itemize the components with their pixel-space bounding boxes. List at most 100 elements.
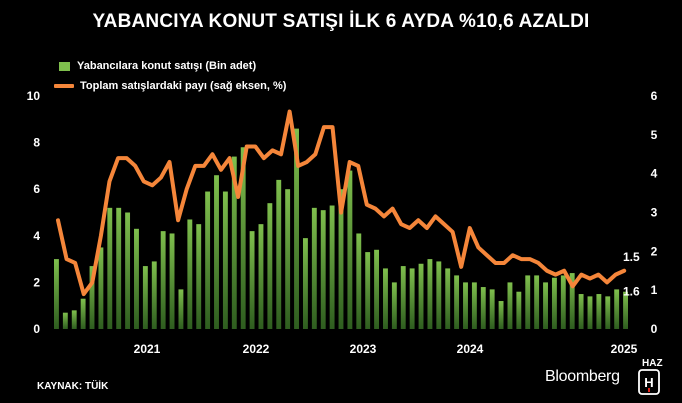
chart-bar (134, 228, 139, 329)
bar-end-value-label: 1.6 (623, 285, 640, 299)
x-axis-tick-label: 2025 (611, 342, 638, 356)
legend-item-bars: Yabancılara konut satışı (Bin adet) (54, 56, 286, 76)
chart-bar (151, 261, 157, 329)
chart-bar (543, 282, 548, 329)
chart-bar (276, 179, 282, 329)
chart-bar (71, 310, 77, 329)
chart-bar (560, 275, 566, 329)
chart-bar (525, 275, 531, 329)
left-axis-tick-label: 4 (33, 229, 40, 243)
chart-bar (89, 266, 95, 329)
legend-item-line: Toplam satışlardaki payı (sağ eksen, %) (54, 76, 286, 96)
right-axis-tick-label: 5 (651, 128, 658, 142)
right-axis-tick-label: 3 (651, 206, 658, 220)
chart-bar (427, 259, 433, 329)
chart-bar (614, 289, 620, 329)
bloomberg-logo: Bloomberg (545, 368, 620, 385)
chart-bar (294, 128, 299, 329)
chart-bar (623, 291, 628, 329)
chart-bar (356, 233, 362, 329)
right-axis-tick-label: 2 (651, 244, 658, 258)
chart-bar (116, 207, 122, 329)
chart-bar (436, 261, 442, 329)
line-end-value-label: 1.5 (623, 250, 640, 264)
chart-bar (338, 189, 344, 329)
chart-bar (240, 147, 246, 329)
chart-bar (347, 170, 353, 329)
chart-bar (409, 268, 415, 329)
chart-line-series (56, 109, 627, 297)
chart-bar (302, 238, 308, 329)
left-axis-tick-label: 8 (33, 136, 40, 150)
chart-bar (231, 156, 237, 329)
legend-line-swatch (54, 84, 74, 88)
chart-bar (196, 224, 202, 329)
chart-bar (445, 268, 451, 329)
chart-bar (222, 191, 228, 329)
chart-bar (605, 296, 611, 329)
chart-bar (498, 301, 504, 329)
right-axis-tick-label: 1 (651, 283, 658, 297)
chart-bar (400, 266, 406, 329)
chart-bar (249, 231, 255, 329)
chart-bar (214, 175, 219, 329)
x-axis-tick-label: 2024 (457, 342, 484, 356)
chart-bar (107, 207, 113, 329)
legend-line-label: Toplam satışlardaki payı (sağ eksen, %) (80, 80, 287, 92)
chart-bar (311, 207, 317, 329)
chart-bar (578, 294, 584, 329)
chart-bar (516, 291, 522, 329)
legend-bar-swatch (59, 61, 70, 71)
right-axis-tick-label: 6 (651, 89, 658, 103)
left-axis-tick-label: 6 (33, 182, 40, 196)
left-axis-tick-label: 10 (27, 89, 41, 103)
chart-bar (187, 219, 193, 329)
chart-bar (383, 268, 388, 329)
legend: Yabancılara konut satışı (Bin adet) Topl… (54, 56, 286, 96)
chart-bar (534, 275, 540, 329)
chart-bar (454, 275, 460, 329)
svg-text:H: H (644, 375, 653, 390)
chart-bar (471, 282, 477, 329)
legend-bars-label: Yabancılara konut satışı (Bin adet) (77, 60, 257, 72)
x-axis-tick-label: 2023 (350, 342, 377, 356)
chart-bar (285, 189, 291, 329)
chart-bar (160, 231, 166, 329)
chart-bar (125, 212, 131, 329)
chart-bar (418, 263, 424, 329)
chart-bar (142, 266, 148, 329)
chart-title: YABANCIYA KONUT SATIŞI İLK 6 AYDA %10,6 … (92, 11, 590, 32)
chart-bar (480, 287, 486, 329)
chart-bar (551, 277, 557, 329)
chart-bar (267, 203, 273, 329)
right-axis-tick-label: 0 (651, 322, 658, 336)
chart-bar (62, 312, 68, 329)
chart-bar (489, 289, 495, 329)
x-axis-tick-label: 2022 (243, 342, 270, 356)
chart-bar (463, 282, 468, 329)
haz-label: HAZ (642, 358, 663, 369)
chart-bar (391, 282, 397, 329)
chart-bar (205, 191, 211, 329)
chart-bar (98, 247, 104, 329)
chart-bar (365, 252, 371, 329)
right-axis-tick-label: 4 (651, 167, 658, 181)
x-axis-tick-label: 2021 (134, 342, 161, 356)
chart-bar (329, 205, 335, 329)
chart-bar (374, 249, 380, 329)
chart-bar (587, 296, 593, 329)
source-note: KAYNAK: TÜİK (37, 381, 109, 392)
chart-bar (54, 259, 59, 329)
chart-bar (596, 294, 602, 329)
left-axis-tick-label: 2 (33, 275, 40, 289)
chart-bar (80, 298, 86, 329)
chart-bar (320, 210, 326, 329)
chart-bar (178, 289, 184, 329)
chart-bar (507, 282, 513, 329)
chart-bar (258, 224, 264, 329)
left-axis-tick-label: 0 (33, 322, 40, 336)
bloomberg-ht-logo-icon: H (638, 369, 660, 395)
chart-bar (569, 273, 575, 329)
chart-bar (169, 233, 175, 329)
